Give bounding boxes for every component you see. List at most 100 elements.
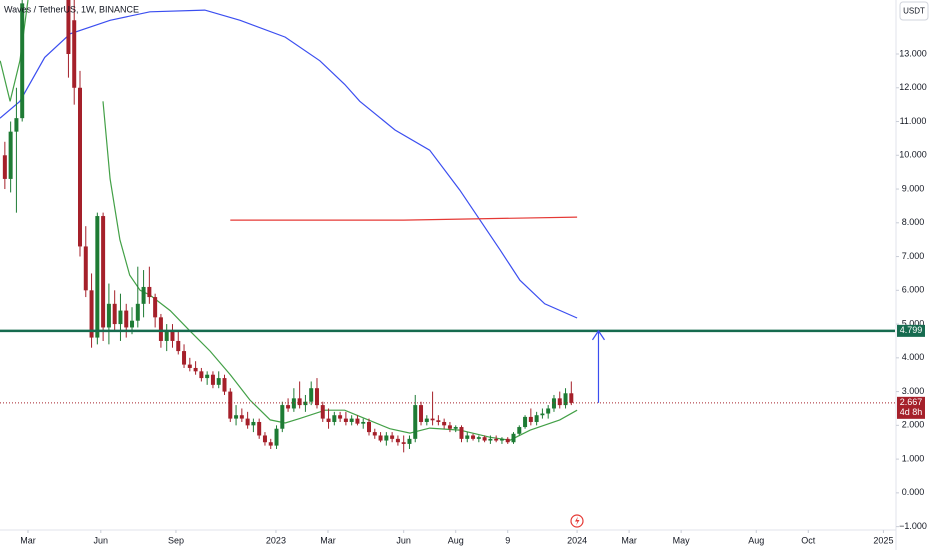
currency-button[interactable] bbox=[899, 1, 929, 21]
candle-body bbox=[303, 401, 308, 406]
x-tick-label: Mar bbox=[320, 535, 336, 545]
candle-body bbox=[447, 425, 452, 429]
candle-body bbox=[436, 420, 441, 422]
y-tick-label: 4.000 bbox=[902, 352, 925, 362]
candle-body bbox=[106, 303, 111, 328]
x-tick-label: Mar bbox=[20, 535, 36, 545]
y-tick-label: 9.000 bbox=[902, 183, 925, 193]
chart-title: Waves / TetherUS, 1W, BINANCE bbox=[4, 4, 139, 14]
candle-body bbox=[326, 418, 331, 422]
events-icon[interactable] bbox=[570, 514, 584, 528]
x-tick-label: 2025 bbox=[873, 535, 893, 545]
x-tick-label: 9 bbox=[505, 535, 510, 545]
candle-body bbox=[95, 216, 100, 338]
candle-body bbox=[546, 408, 551, 414]
candle-body bbox=[89, 290, 94, 338]
candle-body bbox=[378, 435, 383, 441]
candle-body bbox=[384, 435, 389, 441]
candle-body bbox=[494, 438, 499, 441]
x-tick-label: 2024 bbox=[567, 535, 587, 545]
candle-body bbox=[176, 340, 181, 352]
candle-body bbox=[407, 438, 412, 444]
candle-body bbox=[349, 418, 354, 422]
candle-body bbox=[228, 391, 233, 419]
last-price-badge bbox=[897, 396, 925, 419]
candle-body bbox=[257, 421, 262, 436]
candle-body bbox=[297, 398, 302, 406]
candle-body bbox=[442, 421, 447, 426]
candle-body bbox=[245, 418, 250, 426]
x-tick-label: May bbox=[673, 535, 691, 545]
candle-body bbox=[338, 415, 343, 419]
y-tick-label: 3.000 bbox=[902, 386, 925, 396]
candle-body bbox=[523, 416, 528, 428]
candle-body bbox=[309, 388, 314, 402]
x-tick-label: 2023 bbox=[266, 535, 286, 545]
candle-body bbox=[314, 388, 319, 406]
candle-body bbox=[320, 405, 325, 419]
candle-body bbox=[488, 438, 493, 441]
candle-body bbox=[476, 437, 481, 439]
y-tick-label: 10.000 bbox=[899, 150, 927, 160]
x-tick-label: Aug bbox=[748, 535, 764, 545]
candle-body bbox=[170, 330, 175, 341]
candle-body bbox=[101, 216, 106, 328]
candle-body bbox=[66, 0, 71, 55]
candle-body bbox=[419, 405, 424, 422]
candle-body bbox=[280, 405, 285, 429]
currency-label[interactable]: USDT bbox=[903, 7, 925, 16]
candle-body bbox=[205, 374, 210, 379]
candle-body bbox=[355, 418, 360, 424]
candle-body bbox=[528, 416, 533, 422]
arrow-head bbox=[591, 329, 605, 341]
y-tick-label: 0.000 bbox=[902, 487, 925, 497]
x-tick-label: Jun bbox=[396, 535, 411, 545]
candle-body bbox=[465, 435, 470, 439]
candle-body bbox=[124, 310, 129, 328]
y-tick-label: 2.000 bbox=[902, 420, 925, 430]
x-tick-label: Jun bbox=[94, 535, 109, 545]
candle-body bbox=[147, 286, 152, 298]
candle-body bbox=[262, 435, 267, 443]
x-tick-label: Aug bbox=[448, 535, 464, 545]
candle-body bbox=[216, 378, 221, 385]
level-label: 4.799 bbox=[900, 325, 923, 335]
candle-body bbox=[20, 3, 25, 119]
candle-body bbox=[182, 351, 187, 365]
candle-body bbox=[239, 415, 244, 419]
candle-body bbox=[8, 131, 13, 179]
x-tick-label: Sep bbox=[168, 535, 184, 545]
y-tick-label: −1.000 bbox=[899, 521, 927, 531]
candle-body bbox=[141, 286, 146, 304]
candle-body bbox=[291, 398, 296, 409]
candle-body bbox=[482, 437, 487, 441]
candle-body bbox=[274, 428, 279, 446]
candle-body bbox=[505, 438, 510, 443]
candle-body bbox=[158, 317, 163, 341]
level-badge bbox=[897, 324, 925, 337]
candle-body bbox=[187, 364, 192, 368]
candle-body bbox=[77, 87, 82, 247]
y-tick-label: 12.000 bbox=[899, 82, 927, 92]
candle-body bbox=[14, 118, 19, 132]
candle-body bbox=[251, 421, 256, 426]
candle-body bbox=[471, 435, 476, 439]
candle-body bbox=[193, 367, 198, 372]
candle-body bbox=[286, 405, 291, 409]
y-tick-label: 1.000 bbox=[902, 453, 925, 463]
candle-body bbox=[395, 438, 400, 443]
candle-body bbox=[517, 427, 522, 434]
candle-body bbox=[164, 330, 169, 341]
candle-body bbox=[557, 398, 562, 406]
indicator-line bbox=[230, 216, 578, 221]
y-tick-label: 5.000 bbox=[902, 318, 925, 328]
candle-body bbox=[130, 320, 135, 328]
candle-body bbox=[118, 310, 123, 325]
x-tick-label: Oct bbox=[801, 535, 816, 545]
candle-body bbox=[112, 303, 117, 325]
candle-body bbox=[499, 438, 504, 441]
candle-body bbox=[569, 393, 574, 403]
